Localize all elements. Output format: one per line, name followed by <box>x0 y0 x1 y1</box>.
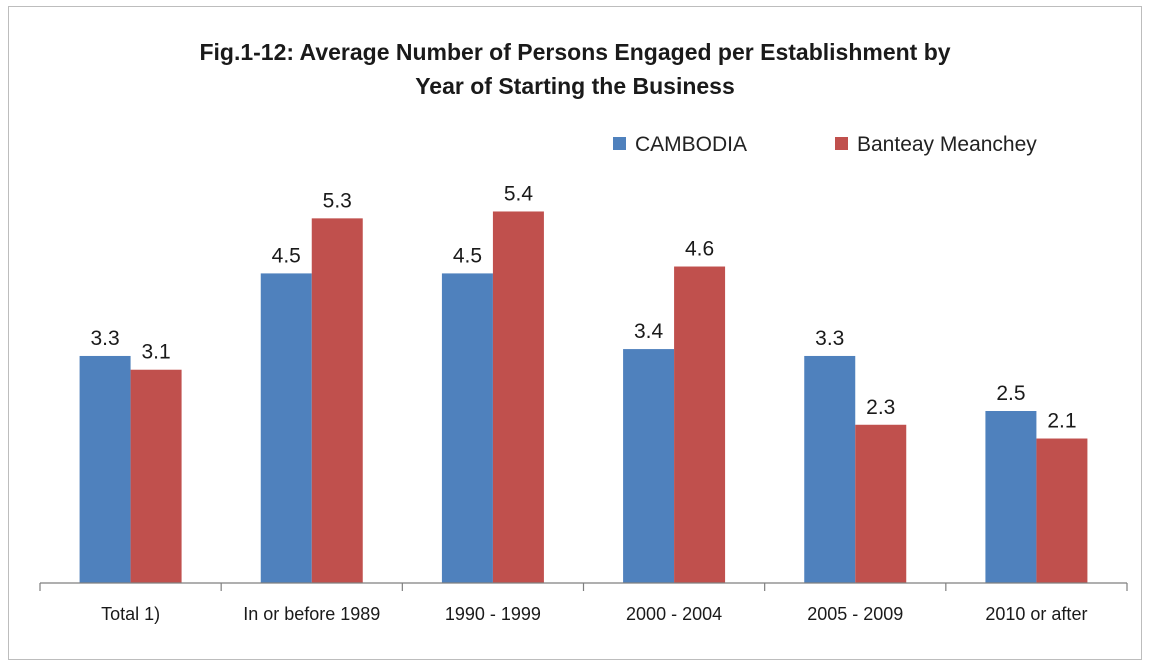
x-tick-label: 2005 - 2009 <box>807 604 903 624</box>
bar-cambodia <box>623 349 675 583</box>
legend-item-cambodia: CAMBODIA <box>613 133 747 157</box>
bar-value-label: 3.3 <box>815 327 844 350</box>
bar-banteay-meanchey <box>130 369 182 583</box>
chart-title: Fig.1-12: Average Number of Persons Enga… <box>9 35 1141 103</box>
bar-value-label: 4.5 <box>453 244 482 267</box>
bar-value-label: 2.5 <box>996 382 1025 405</box>
x-tick-label: 2000 - 2004 <box>626 604 722 624</box>
legend-label-cambodia: CAMBODIA <box>635 133 748 156</box>
bar-value-label: 3.4 <box>634 320 664 343</box>
bar-banteay-meanchey <box>1036 438 1088 583</box>
x-tick-label: Total 1) <box>101 604 160 624</box>
bar-value-label: 5.3 <box>323 189 352 212</box>
bar-value-label: 3.1 <box>141 341 170 364</box>
bar-value-label: 2.3 <box>866 396 895 419</box>
x-axis: Total 1) In or before 1989 1990 - 1999 2000… <box>39 582 1128 624</box>
legend-label-banteay-meanchey: Banteay Meanchey <box>857 133 1037 156</box>
bar-value-label: 5.4 <box>504 182 534 205</box>
bar-value-label: 4.5 <box>272 244 301 267</box>
bar-cambodia <box>79 355 131 583</box>
x-tick-label: In or before 1989 <box>243 604 380 624</box>
legend-swatch-banteay-meanchey <box>835 136 848 150</box>
bar-cambodia <box>804 355 856 583</box>
legend-swatch-cambodia <box>613 136 626 150</box>
legend-item-banteay-meanchey: Banteay Meanchey <box>835 133 1037 157</box>
x-tick-label: 2010 or after <box>985 604 1087 624</box>
bars-layer <box>79 211 1088 584</box>
bar-value-label: 2.1 <box>1047 410 1076 433</box>
bar-banteay-meanchey <box>674 266 726 583</box>
chart-title-line-2: Year of Starting the Business <box>415 73 735 99</box>
bar-cambodia <box>441 273 493 583</box>
bar-chart: 3.3 3.1 4.5 5.3 4.5 5.4 3.4 4.6 3.3 2.3 2.5 2.1 Tot… <box>39 182 1128 624</box>
bar-banteay-meanchey <box>311 218 363 584</box>
bar-banteay-meanchey <box>492 211 544 584</box>
bar-cambodia <box>985 411 1037 583</box>
chart-frame: Fig.1-12: Average Number of Persons Enga… <box>8 6 1142 660</box>
bar-banteay-meanchey <box>855 424 907 583</box>
value-labels-layer: 3.3 3.1 4.5 5.3 4.5 5.4 3.4 4.6 3.3 2.3 2.5 2.1 <box>90 182 1076 432</box>
bar-value-label: 4.6 <box>685 238 714 261</box>
x-tick-label: 1990 - 1999 <box>445 604 541 624</box>
bar-cambodia <box>260 273 312 583</box>
bar-value-label: 3.3 <box>90 327 119 350</box>
chart-title-line-1: Fig.1-12: Average Number of Persons Enga… <box>199 39 951 65</box>
